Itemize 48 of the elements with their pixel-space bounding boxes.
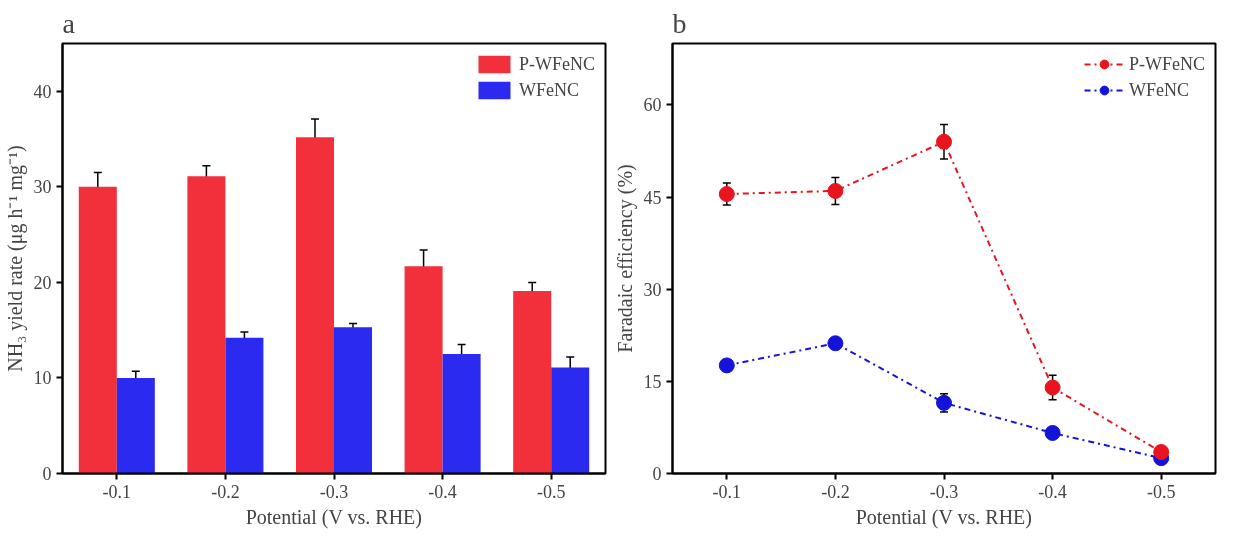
bar [295,137,334,474]
point [827,182,844,199]
x-tick-label: -0.3 [929,481,959,502]
bar [513,290,552,474]
y-tick-label: 20 [33,272,52,293]
point [1044,424,1061,441]
y-axis-title: NH₃ yield rate (μg h⁻¹ mg⁻¹) [3,145,27,372]
bar [225,337,264,474]
bar [116,377,155,474]
x-tick-label: -0.2 [211,481,240,502]
y-tick-label: 45 [643,187,662,208]
bar [442,354,481,474]
y-tick-label: 0 [652,464,662,484]
chart-title: b [672,7,687,39]
y-tick-label: 40 [33,81,52,102]
y-tick-label: 15 [643,371,662,392]
point [1044,379,1061,396]
x-tick-label: -0.4 [1038,481,1067,502]
x-tick-label: -0.4 [428,481,457,502]
bar [187,176,226,474]
legend-label: P-WFeNC [1129,53,1205,75]
legend-label: WFeNC [1129,79,1189,101]
point [718,186,735,202]
x-tick-label: -0.5 [536,481,566,502]
y-tick-label: 60 [643,95,662,116]
point [936,133,952,150]
chart-title: a [62,7,76,39]
y-tick-label: 0 [42,464,52,484]
x-tick-label: -0.2 [821,481,850,502]
y-tick-label: 10 [33,368,52,389]
point [1153,444,1170,460]
bar [404,266,443,474]
x-tick-label: -0.5 [1146,481,1176,502]
x-axis-title: Potential (V vs. RHE) [245,505,422,529]
y-tick-label: 30 [33,177,52,198]
x-tick-label: -0.1 [712,481,742,502]
point [718,357,735,374]
y-tick-label: 30 [643,279,662,300]
legend-label: P-WFeNC [519,53,595,75]
x-tick-label: -0.3 [319,481,349,502]
bar [78,186,117,474]
y-axis-title: Faradaic efficiency (%) [613,164,637,353]
bar [334,327,373,474]
x-axis-title: Potential (V vs. RHE) [855,505,1032,529]
legend-label: WFeNC [519,79,579,101]
point [827,335,844,352]
x-tick-label: -0.1 [102,481,132,502]
bar [551,367,590,474]
